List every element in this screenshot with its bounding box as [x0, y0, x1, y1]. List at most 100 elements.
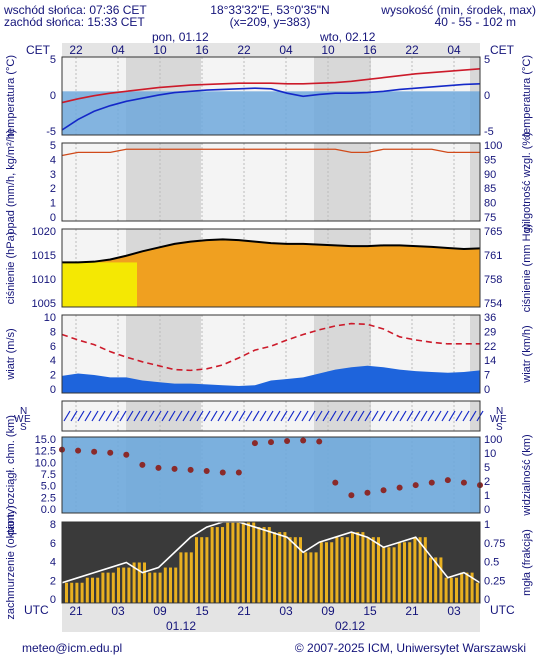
ylabel-left: pion. rozciągł. chm. (km): [5, 415, 17, 535]
cloud-bar: [413, 537, 417, 603]
tz-bottom-right: UTC: [490, 603, 515, 617]
cloud-bar: [169, 567, 172, 603]
top-tick-label: 22: [237, 43, 251, 57]
top-tick-label: 10: [153, 43, 167, 57]
cloud-bar: [148, 572, 152, 603]
visibility-dot: [348, 492, 355, 499]
visibility-dot: [91, 448, 98, 455]
date1-top: pon, 01.12: [152, 30, 209, 44]
footer-email[interactable]: meteo@icm.edu.pl: [22, 641, 123, 655]
bottom-tick-label: 03: [447, 604, 461, 618]
bottom-tick-label: 15: [363, 604, 377, 618]
wind-arrow: [371, 410, 379, 422]
visibility-dot: [284, 438, 291, 445]
top-tick-label: 04: [279, 43, 293, 57]
cloud-bar: [335, 537, 339, 603]
dir-e-right: E: [500, 414, 507, 425]
cloud-bar: [309, 552, 313, 603]
ytick-right: 100: [484, 140, 502, 152]
ylabel-left: wiatr (m/s): [5, 328, 17, 380]
wind-arrow: [133, 410, 141, 422]
pressure-area: [62, 239, 480, 307]
cloud-bar: [257, 527, 261, 603]
wind-arrow: [301, 410, 309, 422]
panel-frame: [61, 142, 481, 222]
wind-arrow: [238, 410, 246, 422]
cloud-bar: [85, 577, 89, 603]
wind-arrow: [189, 410, 197, 422]
cloud-bar: [449, 577, 453, 603]
visibility-dot: [444, 477, 451, 484]
panel-frame: [61, 56, 481, 136]
ytick-right: 90: [484, 169, 496, 181]
wind-arrow: [210, 410, 218, 422]
cloud-bar: [117, 567, 120, 603]
ytick-left: 1015: [32, 250, 56, 262]
cloud-bar: [434, 557, 438, 603]
day-band: [201, 401, 314, 431]
wind-arrow: [308, 410, 316, 422]
ytick-right: 14: [484, 355, 496, 367]
cloud-bar: [179, 552, 183, 603]
cloud-bar: [345, 537, 349, 603]
ylabel-left: ciśnienie (hPa): [5, 232, 17, 305]
panel-frame: [61, 228, 481, 308]
ytick-left: 0: [50, 384, 56, 396]
bottom-tick-label: 21: [69, 604, 83, 618]
cloud-bar: [101, 572, 105, 603]
cloud-bar: [465, 572, 469, 603]
ytick-right: 0.75: [484, 538, 505, 550]
ytick-right: 0: [484, 384, 490, 396]
cloud-bar: [351, 532, 354, 603]
ytick-left: 1: [50, 198, 56, 210]
cloud-bar: [96, 577, 100, 603]
cloud-bar: [283, 532, 287, 603]
ytick-right: 0.5: [484, 557, 499, 569]
footer-copyright: © 2007-2025 ICM, Uniwersytet Warszawski: [294, 641, 526, 655]
dir-e-left: E: [24, 414, 31, 425]
cloud-bar: [158, 572, 162, 603]
visibility-dot: [316, 438, 323, 445]
ytick-left: 6: [50, 538, 56, 550]
wind-arrow: [98, 410, 106, 422]
bottom-date-label: 02.12: [335, 619, 365, 633]
cloud-bar: [70, 582, 74, 603]
wind-arrow: [252, 410, 260, 422]
wind-arrow: [462, 410, 470, 422]
ytick-left: 0: [50, 594, 56, 606]
coordinates-text: 18°33'32"E, 53°0'35"N: [210, 3, 330, 17]
ytick-left: 12.5: [35, 446, 56, 458]
cloud-bar: [215, 527, 219, 603]
top-tick-label: 04: [447, 43, 461, 57]
wind-arrow: [427, 410, 435, 422]
cloud-bar: [106, 572, 110, 603]
ytick-left: 8: [50, 519, 56, 531]
cloud-bar: [91, 577, 94, 603]
cloud-bar: [262, 527, 266, 603]
bottom-tick-label: 15: [195, 604, 209, 618]
bottom-tick-label: 09: [153, 604, 167, 618]
visibility-dot: [268, 439, 274, 446]
cloud-bar: [293, 537, 297, 603]
ytick-right: 80: [484, 198, 496, 210]
cloud-bar: [304, 552, 308, 603]
wind-arrow: [231, 410, 239, 422]
day-band: [62, 143, 126, 221]
bottom-tick-label: 21: [405, 604, 419, 618]
ytick-right: 85: [484, 183, 496, 195]
ytick-right: 36: [484, 312, 496, 324]
visibility-dot: [155, 464, 162, 471]
cloud-bar: [267, 527, 271, 603]
dir-w-right: W: [490, 414, 500, 425]
wind-arrow: [63, 410, 71, 422]
ytick-right: 0: [484, 504, 490, 516]
cloud-bar: [210, 527, 214, 603]
cloud-bar: [444, 577, 448, 603]
ytick-right: 7: [484, 370, 490, 382]
visibility-dot: [251, 440, 258, 447]
ytick-left: 5: [50, 54, 56, 66]
wind-arrow: [413, 410, 421, 422]
bottom-tick-label: 03: [111, 604, 125, 618]
ylabel-left: temperatura (°C): [5, 55, 17, 137]
dir-n-left: N: [20, 406, 27, 417]
